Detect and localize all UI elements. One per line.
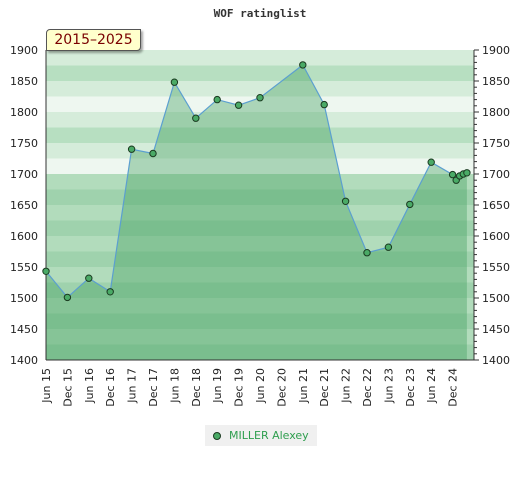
y-tick-label-left: 1700 [10,168,38,181]
legend[interactable]: MILLER Alexey [205,425,317,446]
y-tick-label-right: 1600 [482,230,510,243]
x-tick-label: Jun 22 [340,368,353,404]
y-tick-label-left: 1500 [10,292,38,305]
x-tick-label: Dec 20 [275,368,288,407]
grid-band [46,127,474,143]
x-tick-label: Jun 24 [425,368,438,404]
y-tick-label-left: 1850 [10,75,38,88]
grid-band [46,282,474,298]
x-tick-label: Dec 17 [147,368,160,407]
y-tick-label-right: 1400 [482,354,510,367]
x-tick-label: Dec 18 [190,368,203,407]
data-point [42,267,50,275]
y-tick-label-right: 1450 [482,323,510,336]
x-tick-label: Dec 22 [361,368,374,407]
data-point [106,288,114,296]
data-point [320,100,328,109]
x-tick-label: Jun 21 [297,368,310,404]
legend-marker [213,432,221,440]
x-tick-label: Jun 23 [382,368,395,404]
data-point [234,101,243,109]
x-tick-label: Dec 15 [61,368,74,407]
x-tick-label: Jun 20 [254,368,267,404]
x-tick-label: Dec 19 [233,368,246,407]
x-tick-label: Jun 17 [126,368,139,404]
grid-band [46,313,474,329]
chart-title: WOF ratinglist [214,7,307,20]
data-point [256,94,264,102]
data-point [170,78,179,86]
x-tick-label: Dec 24 [447,368,460,407]
x-tick-label: Dec 16 [104,368,117,407]
grid-band [46,220,474,236]
y-tick-label-left: 1550 [10,261,38,274]
grid-band [46,298,474,314]
y-axis-left: 1400 1450 1500 1550 1600 1650 1700 1750 1800 1850… [10,44,47,367]
y-tick-label-right: 1900 [482,44,510,57]
data-point [427,158,435,166]
data-point [127,145,136,153]
grid-band [46,158,474,174]
y-tick-label-left: 1400 [10,354,38,367]
data-point [363,249,371,257]
grid-band [46,344,474,360]
grid-band [46,50,474,66]
data-point [63,293,72,302]
grid-band [46,236,474,252]
y-tick-label-right: 1700 [482,168,510,181]
y-tick-label-left: 1600 [10,230,38,243]
data-point [213,95,221,104]
data-point [384,243,393,251]
grid-band [46,81,474,97]
data-point [149,149,157,158]
data-point [406,200,414,209]
data-points [42,61,471,302]
y-tick-label-right: 1800 [482,106,510,119]
legend-label: MILLER Alexey [229,429,309,442]
data-point [299,61,307,69]
y-tick-label-left: 1900 [10,44,38,57]
y-axis-right: 1400 1450 1500 1550 1600 1650 1700 1750 1800 1850… [473,44,510,367]
grid-band [46,65,474,81]
period-badge: 2015–2025 [46,29,141,51]
y-tick-label-left: 1750 [10,137,38,150]
x-tick-label: Jun 19 [211,368,224,404]
grid-band [46,189,474,205]
grid-band [46,174,474,190]
x-tick-label: Jun 15 [40,368,53,404]
data-point [448,170,457,179]
data-point [192,114,200,122]
grid-band [46,112,474,128]
y-tick-label-left: 1800 [10,106,38,119]
x-tick-label: Jun 18 [168,368,181,404]
x-tick-label: Dec 23 [404,368,417,407]
grid-band [46,96,474,112]
y-tick-label-right: 1750 [482,137,510,150]
grid-band [46,205,474,221]
data-point [85,274,93,282]
x-tick-label: Dec 21 [318,368,331,407]
data-point [463,169,471,177]
data-point [341,197,350,206]
grid-band [46,329,474,345]
series-area [46,64,467,361]
y-tick-label-right: 1500 [482,292,510,305]
y-tick-label-right: 1550 [482,261,510,274]
x-tick-label: Jun 16 [83,368,96,404]
y-tick-label-right: 1650 [482,199,510,212]
x-axis: Jun 15 Dec 15 Jun 16 Dec 16 Jun 17 Dec 17 Jun … [40,359,474,407]
grid-band [46,267,474,283]
y-tick-label-right: 1850 [482,75,510,88]
y-tick-label-left: 1650 [10,199,38,212]
y-tick-label-left: 1450 [10,323,38,336]
